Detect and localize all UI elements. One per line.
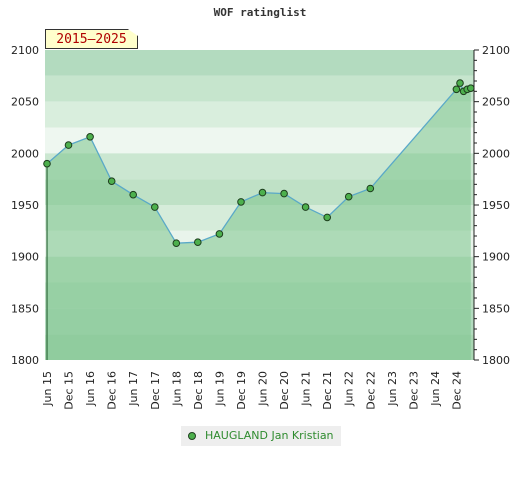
y-tick-label-right: 1850 <box>482 302 510 315</box>
y-tick-label-left: 1800 <box>11 354 39 367</box>
rating-area <box>47 83 471 360</box>
data-point <box>43 159 51 168</box>
x-tick-label: Dec 18 <box>192 371 205 410</box>
y-tick-label-left: 2000 <box>11 147 39 160</box>
data-point <box>237 198 245 206</box>
x-tick-label: Jun 15 <box>41 371 54 407</box>
data-point <box>344 192 353 201</box>
data-point <box>86 133 94 141</box>
x-tick-label: Dec 17 <box>149 371 162 410</box>
x-tick-label: Dec 24 <box>450 371 463 410</box>
x-tick-label: Jun 17 <box>127 371 140 407</box>
x-tick-label: Dec 16 <box>106 371 119 410</box>
data-point <box>467 84 475 92</box>
data-point <box>301 203 310 211</box>
grid-band <box>45 75 474 102</box>
y-tick-label-right: 1950 <box>482 199 510 212</box>
x-tick-label: Jun 21 <box>300 371 313 407</box>
data-point <box>151 203 159 211</box>
y-tick-label-left: 1950 <box>11 199 39 212</box>
x-tick-label: Jun 24 <box>429 371 442 407</box>
x-tick-label: Jun 23 <box>386 371 399 407</box>
y-tick-label-left: 2050 <box>11 96 39 109</box>
grid-band <box>45 127 474 154</box>
data-point <box>194 238 202 246</box>
x-tick-label: Dec 15 <box>63 371 76 410</box>
legend-marker-icon <box>188 432 196 440</box>
y-tick-label-right: 1900 <box>482 251 510 264</box>
x-tick-label: Jun 18 <box>170 371 183 407</box>
chart-title: WOF ratinglist <box>213 6 307 19</box>
x-tick-label: Jun 22 <box>343 371 356 407</box>
y-tick-label-left: 2100 <box>11 44 39 57</box>
x-tick-label: Dec 20 <box>278 371 291 410</box>
x-tick-label: Jun 19 <box>213 371 226 407</box>
data-point <box>366 184 375 193</box>
grid-band <box>45 101 474 128</box>
x-tick-label: Dec 23 <box>407 371 420 410</box>
y-tick-label-left: 1850 <box>11 302 39 315</box>
x-tick-label: Dec 19 <box>235 371 248 410</box>
x-tick-label: Dec 22 <box>364 371 377 410</box>
range-badge: 2015–2025 <box>45 29 138 49</box>
data-point <box>456 79 464 87</box>
y-tick-label-right: 2100 <box>482 44 510 57</box>
y-tick-label-right: 2050 <box>482 96 510 109</box>
data-point <box>452 85 461 94</box>
data-point <box>215 230 224 238</box>
x-tick-label: Jun 20 <box>257 371 270 407</box>
y-tick-label-right: 1800 <box>482 354 510 367</box>
x-tick-label: Jun 16 <box>84 371 97 407</box>
data-point <box>280 189 288 198</box>
legend[interactable]: HAUGLAND Jan Kristian <box>181 426 341 446</box>
y-tick-label-right: 2000 <box>482 147 510 160</box>
data-point <box>258 188 267 197</box>
data-point <box>64 141 73 149</box>
y-tick-label-left: 1900 <box>11 251 39 264</box>
x-tick-label: Dec 21 <box>321 371 334 410</box>
data-point <box>107 177 116 185</box>
legend-label: HAUGLAND Jan Kristian <box>205 429 334 442</box>
data-point <box>172 239 181 247</box>
data-point <box>323 213 332 222</box>
grid-band <box>45 50 474 76</box>
data-point <box>129 190 137 199</box>
